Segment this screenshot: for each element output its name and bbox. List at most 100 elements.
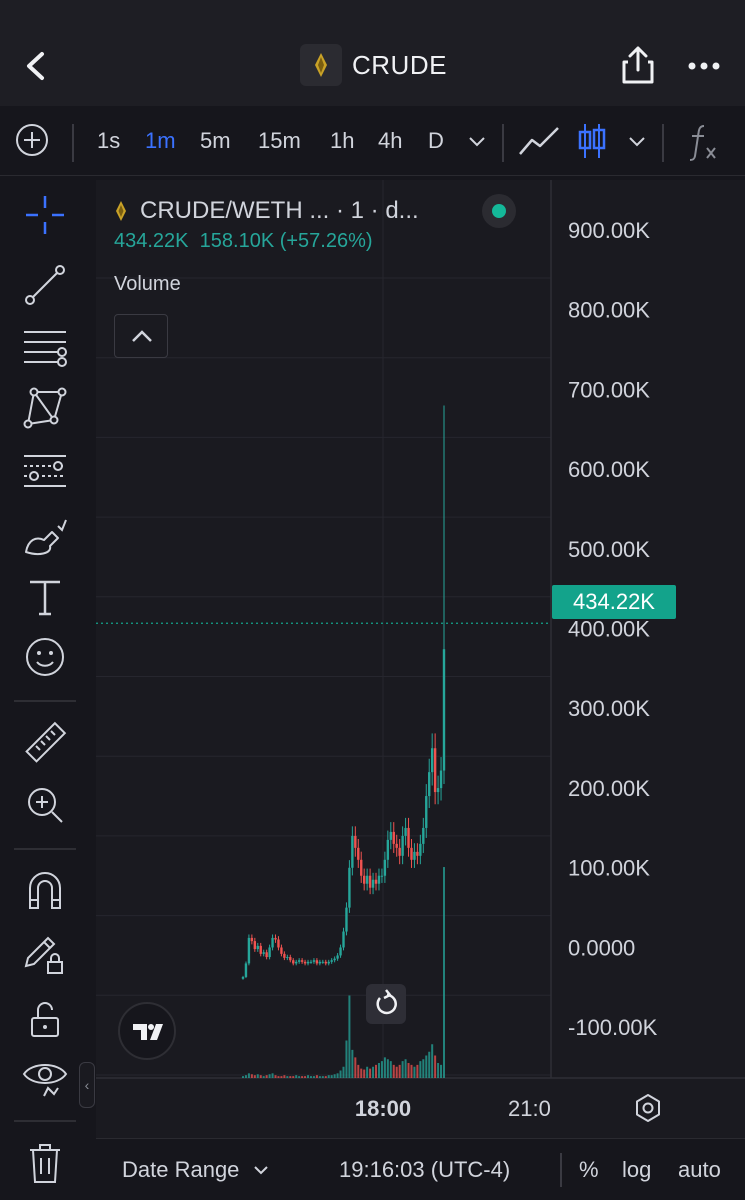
volume-bar (422, 1059, 425, 1078)
candle-body (336, 955, 339, 959)
interval-15m[interactable]: 15m (258, 128, 301, 153)
magnet-icon[interactable] (22, 868, 68, 914)
sidebar-collapse-tab[interactable]: ‹ (79, 1062, 95, 1108)
candle-body (318, 961, 322, 964)
prediction-icon[interactable] (22, 448, 68, 494)
candle-body (383, 859, 387, 876)
volume-bar (407, 1063, 410, 1078)
more-dots-icon[interactable] (684, 52, 724, 80)
eye-icon[interactable] (22, 1054, 68, 1100)
volume-bar (392, 1064, 395, 1078)
fx-icon[interactable] (688, 122, 720, 162)
price-chart[interactable]: 900.00K 800.00K 700.00K 600.00K 500.00K 400.0… (96, 180, 745, 1138)
volume-bar (366, 1066, 369, 1078)
auto-scale-toggle[interactable]: auto (678, 1157, 721, 1182)
y-tick-label: -100.00K (568, 1015, 658, 1040)
interval-5m[interactable]: 5m (200, 128, 231, 153)
volume-bar (351, 1049, 354, 1078)
plus-circle-icon[interactable] (14, 122, 50, 158)
candle-body (351, 835, 354, 868)
chevron-down-icon (253, 1166, 268, 1175)
candle-body (365, 875, 369, 884)
pattern-icon[interactable] (22, 384, 68, 430)
date-range-button[interactable]: Date Range (122, 1139, 270, 1200)
brush-icon[interactable] (22, 514, 68, 560)
chart-area[interactable]: 900.00K 800.00K 700.00K 600.00K 500.00K 400.0… (96, 180, 745, 1138)
log-scale-toggle[interactable]: log (622, 1157, 652, 1182)
line-chart-icon[interactable] (518, 124, 560, 158)
trend-line-icon[interactable] (22, 262, 68, 308)
candle-body (265, 952, 268, 958)
volume-bar (369, 1068, 372, 1078)
interval-1s[interactable]: 1s (97, 128, 121, 153)
candle-body (274, 937, 277, 940)
candle-body (309, 961, 313, 963)
interval-d[interactable]: D (428, 128, 444, 153)
volume-bar (277, 1076, 280, 1078)
volume-bar (363, 1069, 366, 1078)
candle-body (280, 947, 283, 954)
interval-1m[interactable]: 1m (145, 128, 176, 153)
candle-body (374, 879, 378, 884)
candle-body (321, 961, 325, 963)
chevron-down-icon[interactable] (626, 132, 648, 150)
candle-body (324, 961, 327, 964)
y-tick-label: 800.00K (568, 298, 650, 323)
candle-body (401, 835, 404, 856)
volume-bar (425, 1055, 428, 1078)
candle-body (289, 957, 292, 961)
volume-bar (345, 1040, 348, 1078)
candle-body (354, 835, 357, 848)
candle-body (380, 875, 384, 877)
candle-body (330, 960, 333, 962)
lock-drawing-icon[interactable] (22, 930, 68, 976)
volume-bar (401, 1061, 404, 1078)
candle-body (271, 937, 274, 948)
chart-bottom-bar: Date Range 19:16:03 (UTC-4) % log auto (96, 1138, 745, 1200)
volume-bar (330, 1075, 333, 1078)
candle-body (392, 831, 395, 844)
text-icon[interactable] (22, 574, 68, 620)
interval-1h[interactable]: 1h (330, 128, 355, 153)
chevron-left-icon[interactable] (18, 48, 54, 84)
volume-label[interactable]: Volume (114, 273, 181, 295)
candle-body (244, 963, 248, 977)
candle-body (389, 831, 392, 840)
candle-body (250, 937, 254, 942)
candle-body (419, 843, 422, 856)
percent-scale-toggle[interactable]: % (579, 1157, 599, 1182)
legend-price: 434.22K (114, 230, 189, 252)
market-status-indicator[interactable] (482, 194, 516, 228)
volume-bar (380, 1061, 383, 1078)
volume-bar (280, 1076, 283, 1078)
trash-icon[interactable] (22, 1140, 68, 1186)
candle-body (268, 947, 271, 958)
legend-collapse-button[interactable] (114, 314, 168, 358)
ruler-icon[interactable] (22, 720, 68, 766)
tradingview-logo[interactable] (118, 1002, 176, 1060)
y-tick-label: 900.00K (568, 218, 650, 243)
crosshair-icon[interactable] (22, 192, 68, 238)
candle-body (442, 649, 446, 771)
candle-body (398, 847, 401, 856)
candle-body (292, 960, 295, 964)
emoji-icon[interactable] (22, 634, 68, 680)
candle-body (404, 827, 407, 836)
chevron-down-icon[interactable] (466, 132, 488, 150)
zoom-in-icon[interactable] (22, 782, 68, 828)
volume-bar (333, 1074, 336, 1078)
volume-bar (437, 1063, 440, 1078)
reset-chart-button[interactable] (366, 984, 406, 1024)
candlestick-icon[interactable] (577, 122, 607, 160)
chart-settings-icon[interactable] (632, 1092, 664, 1124)
volume-bar (321, 1076, 324, 1078)
share-icon[interactable] (620, 44, 656, 86)
timezone-clock[interactable]: 19:16:03 (UTC-4) (339, 1157, 511, 1182)
unlock-icon[interactable] (22, 996, 68, 1042)
fib-retracement-icon[interactable] (22, 324, 68, 370)
candle-body (422, 827, 425, 844)
interval-4h[interactable]: 4h (378, 128, 403, 153)
volume-bar (434, 1055, 437, 1078)
crude-token-icon (300, 44, 342, 86)
legend-pair[interactable]: CRUDE/WETH ... · 1 · d... (140, 197, 419, 224)
